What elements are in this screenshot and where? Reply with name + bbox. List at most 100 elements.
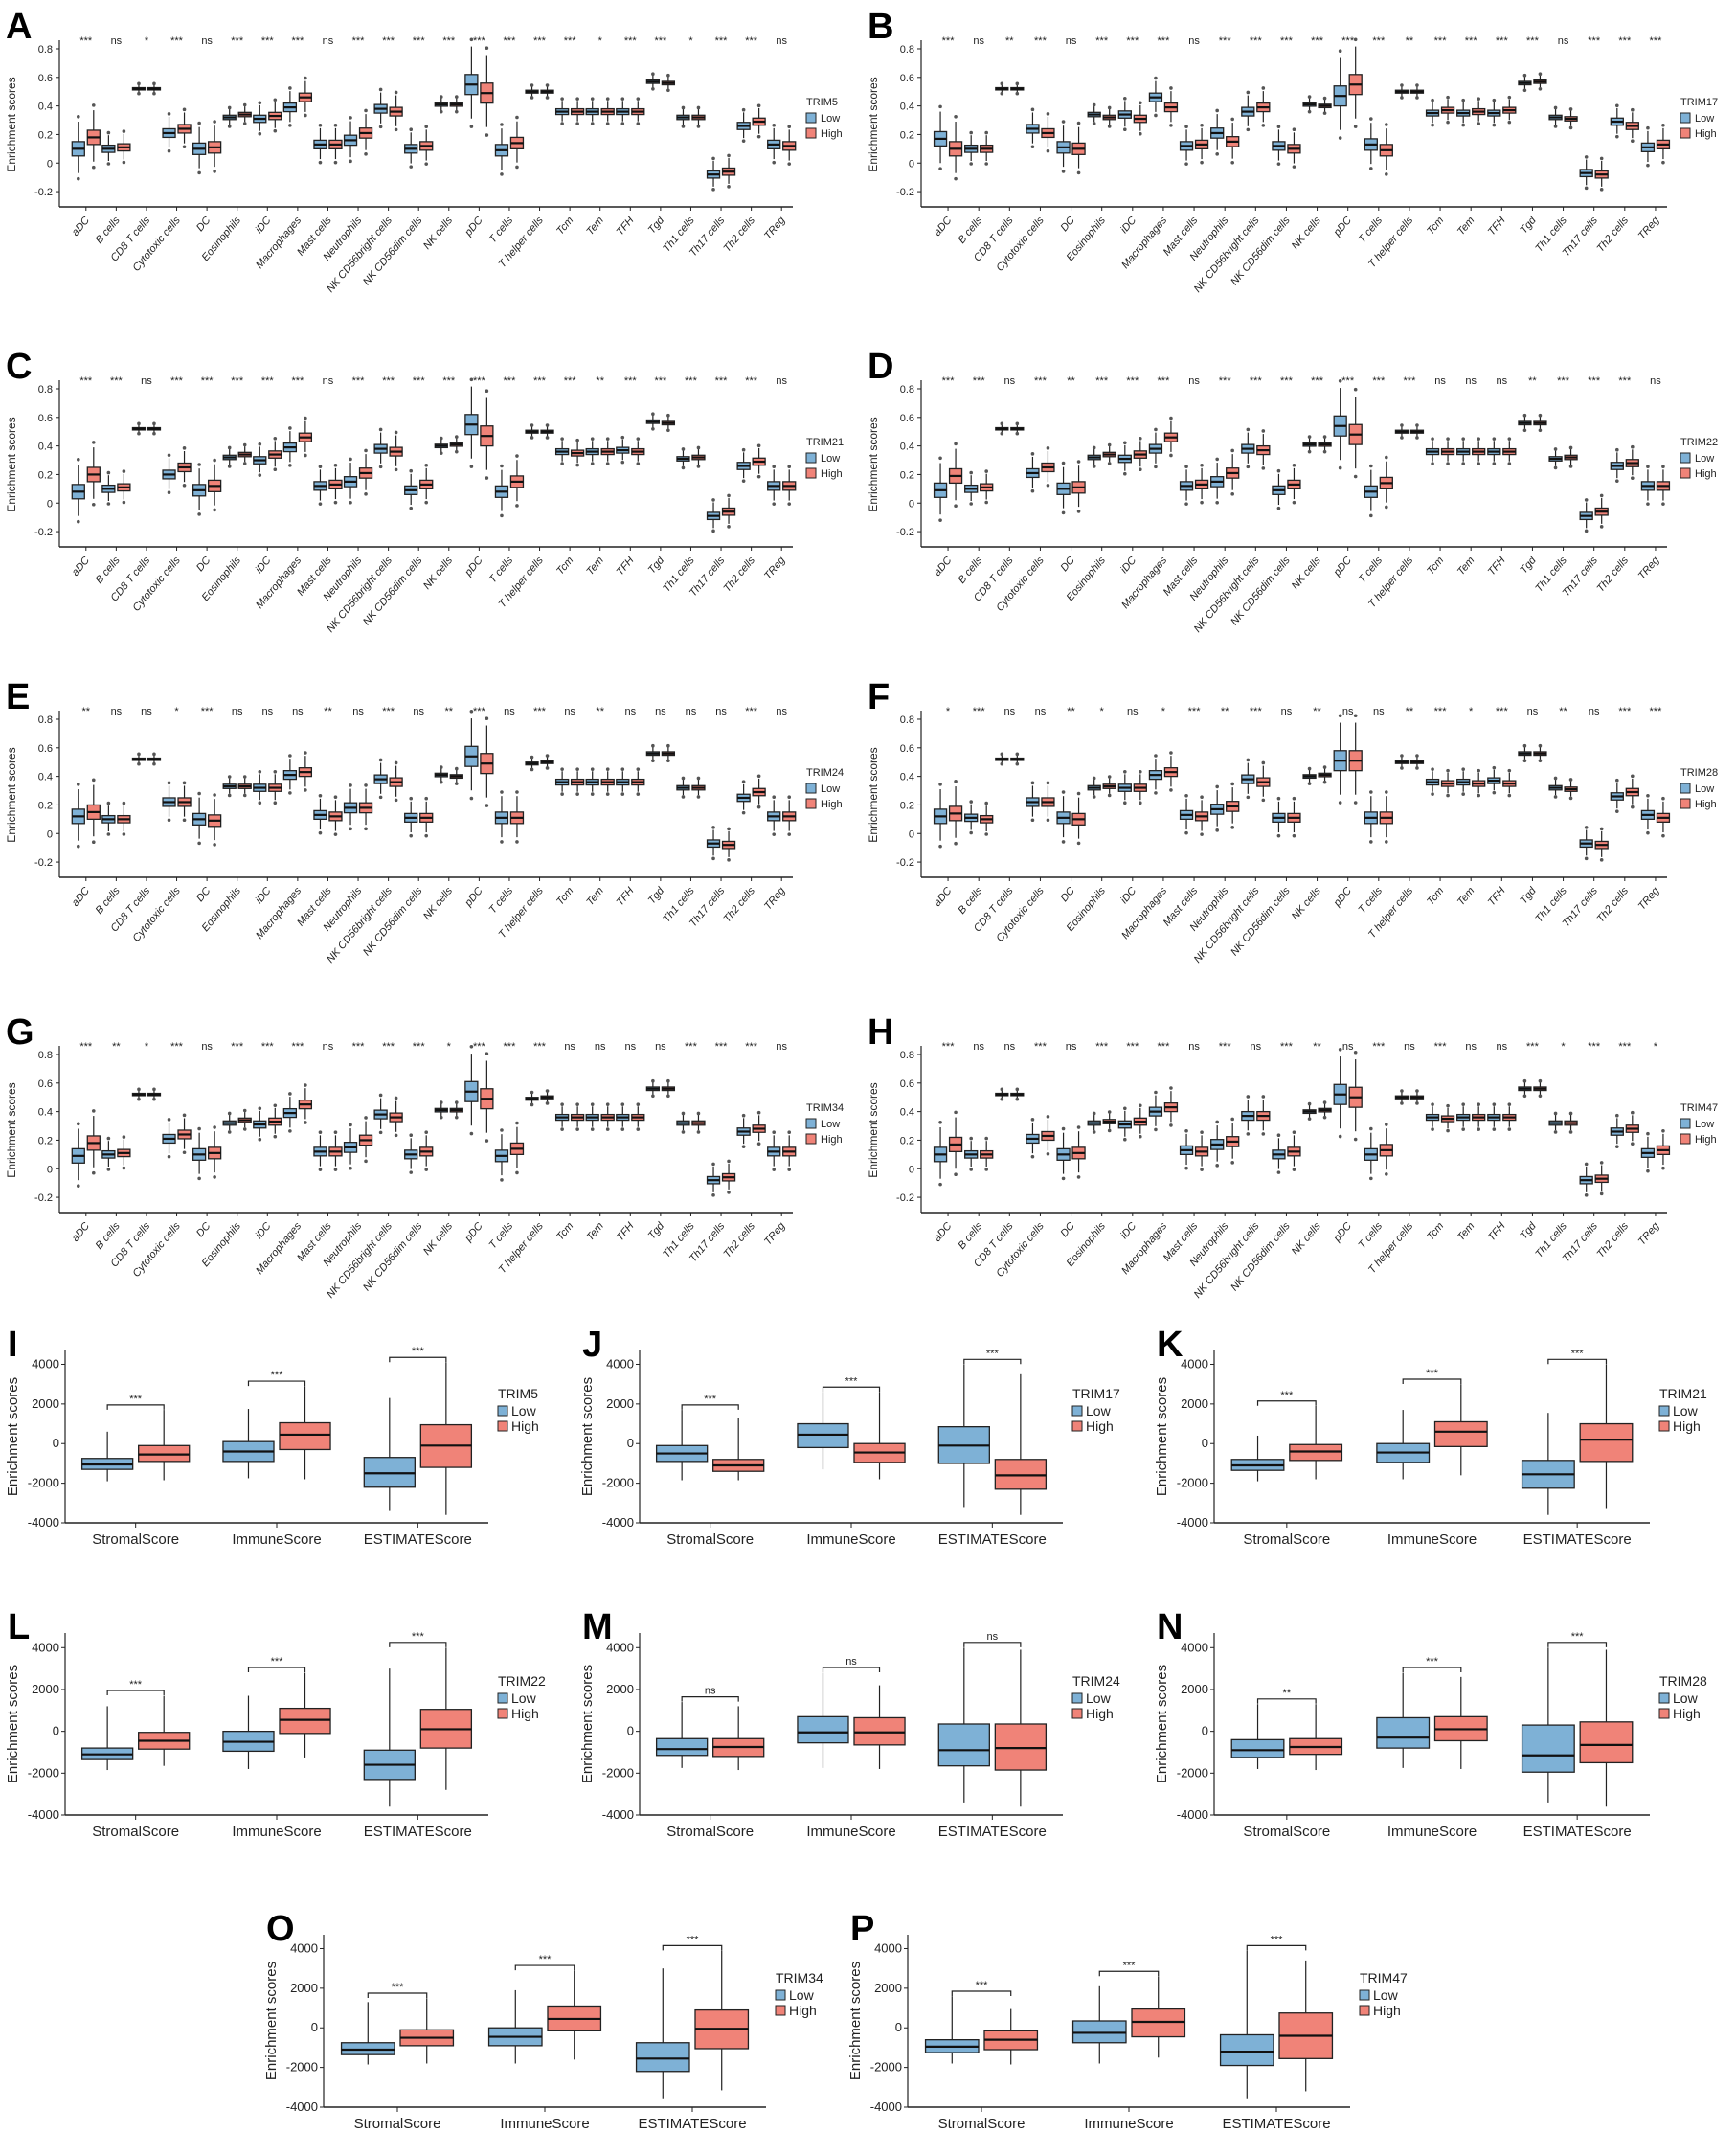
outlier-point <box>1061 120 1066 124</box>
legend-swatch-high <box>1680 467 1691 479</box>
box-high <box>600 437 615 465</box>
outlier-point <box>1169 1086 1173 1090</box>
outlier-point <box>1338 49 1342 54</box>
outlier-point <box>349 501 352 505</box>
box-high <box>1564 107 1578 130</box>
outlier-point <box>636 462 641 465</box>
box-low <box>101 1136 116 1171</box>
outlier-point <box>696 445 701 450</box>
legend-label-high: High <box>1695 128 1717 140</box>
legend-swatch-high <box>1658 1420 1670 1432</box>
outlier-point <box>515 115 519 120</box>
outlier-point <box>620 435 625 440</box>
outlier-point <box>1200 500 1204 505</box>
y-axis-title: Enrichment scores <box>5 77 18 171</box>
outlier-point <box>500 1128 504 1132</box>
box-high <box>631 437 645 465</box>
box-low <box>736 107 751 143</box>
significance-label: *** <box>704 1394 717 1405</box>
box-low <box>706 498 721 533</box>
x-tick-label: ImmuneScore <box>500 2116 589 2132</box>
box-high <box>1594 827 1609 862</box>
significance-label: ns <box>261 706 273 717</box>
outlier-point <box>666 759 670 763</box>
box-low <box>585 97 599 125</box>
significance-bracket <box>681 1696 739 1702</box>
outlier-point <box>1169 788 1173 792</box>
x-tick-label: Tgd <box>646 555 667 577</box>
significance-label: * <box>174 706 179 717</box>
outlier-point <box>106 1136 111 1141</box>
box-high <box>691 105 706 128</box>
outlier-point <box>1015 91 1020 96</box>
outlier-point <box>1461 792 1465 796</box>
legend-swatch-low <box>497 1692 508 1704</box>
y-tick-label: 0 <box>909 498 914 510</box>
box-high <box>752 774 766 809</box>
outlier-point <box>1154 465 1158 469</box>
outlier-point <box>1169 453 1173 458</box>
outlier-point <box>364 783 368 787</box>
outlier-point <box>258 442 262 446</box>
box-high <box>631 97 645 125</box>
outlier-point <box>1000 1087 1004 1092</box>
outlier-point <box>1353 1050 1358 1055</box>
outlier-point <box>273 1134 278 1139</box>
outlier-point <box>590 767 595 771</box>
box-low <box>363 1397 416 1511</box>
outlier-point <box>424 833 429 838</box>
outlier-point <box>954 176 958 181</box>
box-body <box>1230 1738 1285 1758</box>
outlier-point <box>273 467 278 472</box>
y-tick-label: 0.4 <box>900 772 914 783</box>
outlier-point <box>1030 781 1035 785</box>
outlier-point <box>666 413 670 418</box>
x-tick-label: B cells <box>94 885 123 917</box>
legend-title: TRIM34 <box>806 1102 844 1114</box>
box-low <box>706 1162 721 1197</box>
outlier-point <box>1446 1103 1450 1108</box>
outlier-point <box>756 474 761 479</box>
outlier-point <box>122 160 126 165</box>
box-high <box>994 1649 1048 1807</box>
box-low <box>434 1100 448 1120</box>
significance-label: ns <box>352 706 364 717</box>
outlier-point <box>1215 152 1219 156</box>
outlier-point <box>741 447 746 452</box>
box-low <box>1230 1704 1285 1769</box>
panel-a-trim5-immune: A -0.2 0 0.2 0.4 0.6 0.8 Enrichment scores *** aD… <box>0 0 862 326</box>
outlier-point <box>227 1130 232 1134</box>
outlier-point <box>182 1150 187 1155</box>
legend-label-high: High <box>1695 1134 1717 1146</box>
significance-label: ns <box>1465 1041 1477 1053</box>
significance-label: ns <box>564 706 575 717</box>
significance-label: *** <box>1526 1041 1540 1053</box>
box-low <box>282 86 298 127</box>
outlier-point <box>1446 95 1450 100</box>
x-tick-label: ImmuneScore <box>1084 2116 1173 2132</box>
x-tick-label: aDC <box>70 1220 92 1244</box>
y-tick-label: -4000 <box>286 2099 318 2114</box>
box-high <box>147 421 162 436</box>
outlier-point <box>273 1103 278 1108</box>
box-low <box>222 1695 275 1769</box>
outlier-point <box>137 81 141 86</box>
outlier-point <box>727 153 731 158</box>
panel-d-trim22-immune: D -0.2 0 0.2 0.4 0.6 0.8 Enrichment scores *** aD… <box>862 340 1736 666</box>
significance-bracket <box>822 1667 881 1673</box>
box-low <box>1487 765 1501 795</box>
outlier-point <box>1584 856 1589 861</box>
outlier-point <box>1322 780 1327 784</box>
outlier-point <box>182 446 187 450</box>
box-high <box>1472 768 1486 798</box>
outlier-point <box>1184 1166 1188 1170</box>
outlier-point <box>590 97 595 101</box>
legend-swatch-high <box>1071 1708 1083 1719</box>
box-body <box>1579 1422 1634 1463</box>
outlier-point <box>954 442 958 446</box>
box-high <box>1010 421 1025 436</box>
outlier-point <box>560 1102 564 1106</box>
box-high <box>1010 81 1025 96</box>
y-tick-label: 0.8 <box>38 44 53 56</box>
box-high <box>138 1695 191 1766</box>
